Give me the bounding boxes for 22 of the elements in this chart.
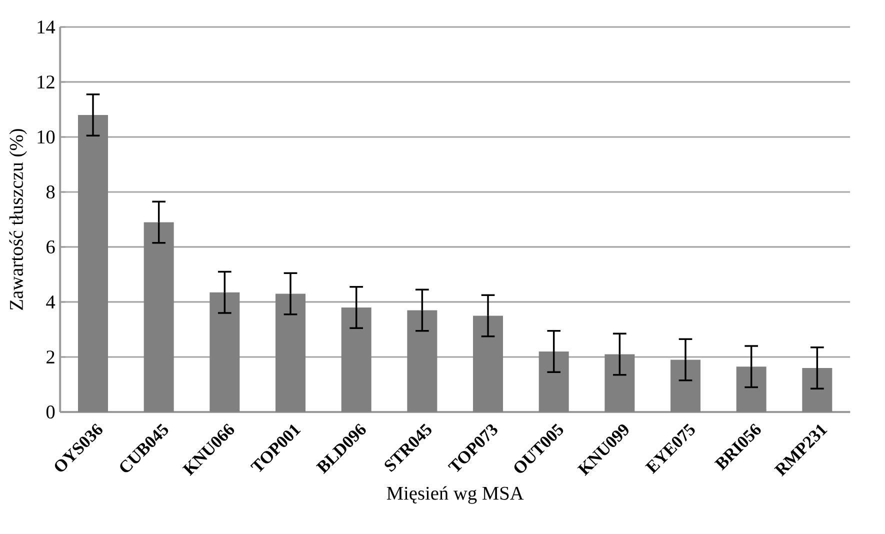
bar <box>802 368 832 412</box>
bar <box>736 366 766 412</box>
bar <box>210 292 240 412</box>
y-tick-label: 2 <box>46 350 54 364</box>
bar <box>78 114 108 412</box>
bar <box>604 354 635 412</box>
y-tick-label: 6 <box>46 240 55 254</box>
bar <box>276 294 306 412</box>
bar <box>473 316 504 412</box>
y-tick-label: 8 <box>46 185 55 199</box>
y-axis-title: Zawartość tłuszczu (%) <box>9 129 27 310</box>
y-tick-label: 4 <box>46 296 56 308</box>
bar <box>670 360 701 412</box>
bar <box>407 310 438 412</box>
bar <box>341 307 372 412</box>
x-axis-title: Mięsień wg MSA <box>386 486 524 504</box>
bar <box>538 351 569 412</box>
bar <box>144 222 174 412</box>
y-tick-label: 0 <box>46 405 55 419</box>
y-tick-label: 14 <box>38 20 56 34</box>
y-tick-label: 10 <box>38 130 55 144</box>
y-tick-label: 12 <box>38 76 54 88</box>
